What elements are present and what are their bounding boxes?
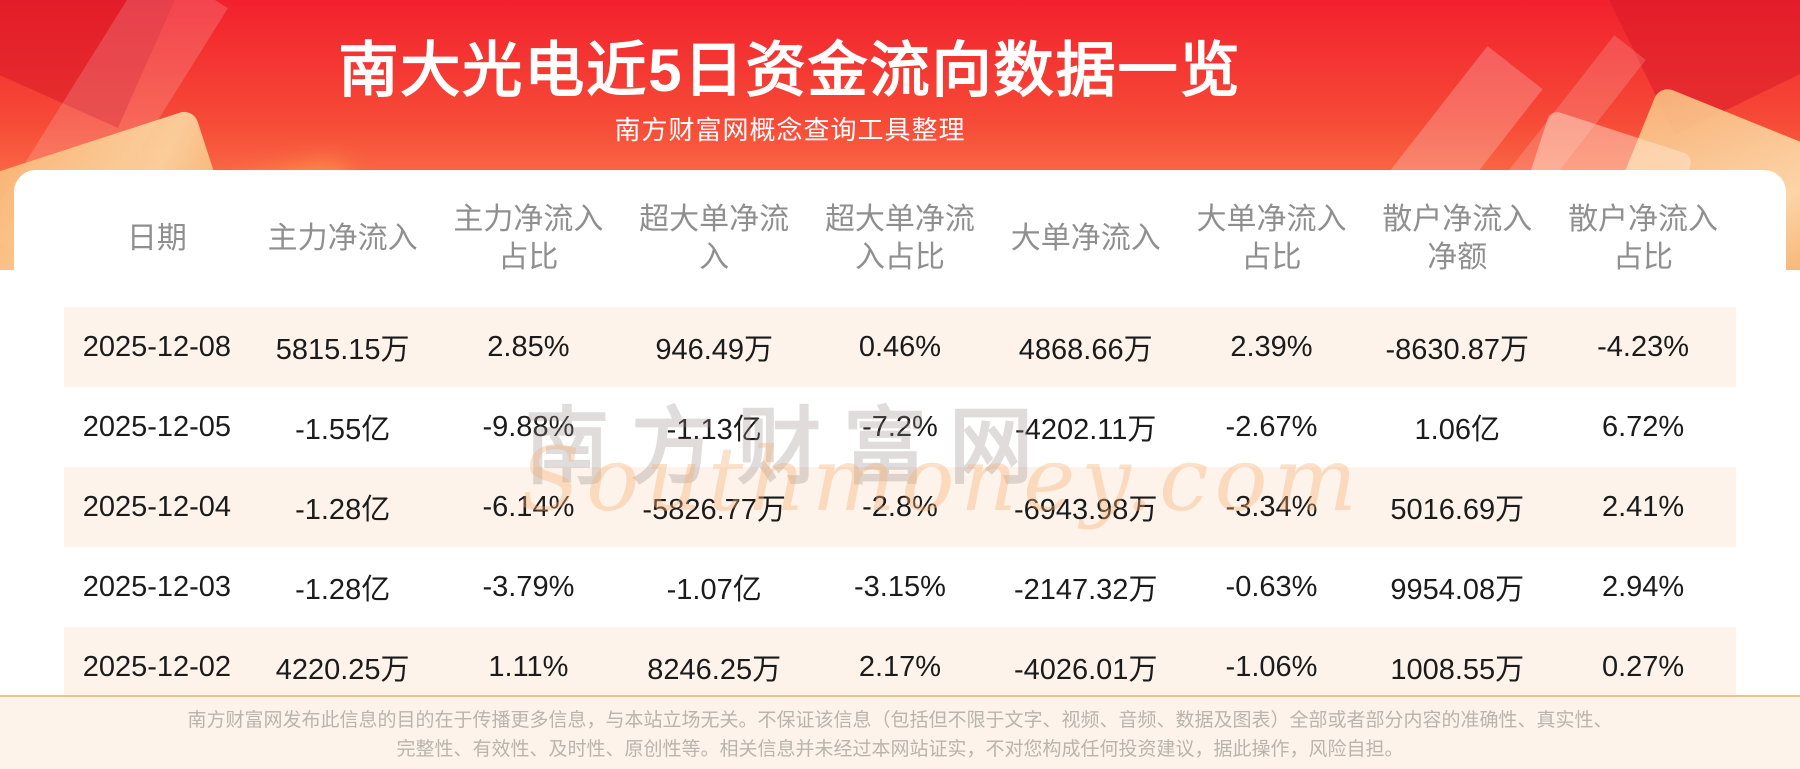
- value-cell: 946.49万: [655, 334, 774, 366]
- table-row: 2025-12-05 -1.55亿 -9.88% -1.13亿 -7.2% -4202.1…: [64, 387, 1736, 467]
- value-cell: -7.2%: [862, 410, 938, 443]
- value-cell: 6.72%: [1601, 410, 1685, 443]
- value-cell: -8630.87万: [1385, 334, 1529, 366]
- value-cell: 8246.25万: [647, 654, 782, 686]
- value-cell: 0.46%: [858, 330, 942, 363]
- value-cell: -6.14%: [482, 490, 575, 523]
- value-cell: -3.79%: [482, 570, 575, 603]
- column-header: 大单净流入: [1010, 221, 1161, 255]
- table-row: 2025-12-02 4220.25万 1.11% 8246.25万 2.17% -402…: [64, 627, 1736, 695]
- value-cell: -4026.01万: [1013, 654, 1158, 686]
- table-row: 2025-12-08 5815.15万 2.85% 946.49万 0.46% 4868.…: [64, 307, 1736, 387]
- value-cell: 1008.55万: [1390, 654, 1525, 686]
- value-cell: -4202.11万: [1015, 414, 1157, 446]
- value-cell: 2.39%: [1230, 330, 1313, 363]
- value-cell: 4868.66万: [1018, 334, 1153, 366]
- value-cell: -1.55亿: [295, 414, 391, 446]
- data-table-card: 日期 主力净流入 主力净流入 占比 超大单净流 入超大单净流 入占比 大单净流入 大单净流…: [14, 170, 1786, 695]
- value-cell: 9954.08万: [1390, 574, 1525, 606]
- table-header-row: 日期 主力净流入 主力净流入 占比 超大单净流 入超大单净流 入占比 大单净流入 大单净流…: [64, 170, 1736, 307]
- column-header: 日期: [126, 221, 187, 255]
- value-cell: 1.11%: [488, 650, 569, 683]
- column-header: 超大单净流 入占比: [824, 203, 975, 274]
- value-cell: -5826.77万: [642, 494, 786, 526]
- column-header: 主力净流入: [267, 221, 418, 255]
- date-cell: 2025-12-08: [82, 330, 232, 363]
- date-cell: 2025-12-05: [82, 410, 232, 443]
- value-cell: -2.8%: [862, 490, 938, 523]
- column-header: 主力净流入 占比: [453, 203, 604, 274]
- value-cell: -9.88%: [482, 410, 575, 443]
- table-row: 2025-12-03 -1.28亿 -3.79% -1.07亿 -3.15% -2147.…: [64, 547, 1736, 627]
- table-row: 2025-12-04 -1.28亿 -6.14% -5826.77万 -2.8% -694…: [64, 467, 1736, 547]
- disclaimer-line-1: 南方财富网发布此信息的目的在于传播更多信息，与本站立场无关。不保证该信息（包括但…: [187, 710, 1613, 731]
- value-cell: 4220.25万: [275, 654, 410, 686]
- value-cell: -0.63%: [1225, 570, 1318, 603]
- value-cell: -3.15%: [854, 570, 946, 603]
- value-cell: -3.34%: [1225, 490, 1318, 523]
- decor-red-ribbon-top-right: [1609, 0, 1800, 136]
- value-cell: -1.13亿: [666, 414, 762, 446]
- value-cell: -1.28亿: [295, 494, 391, 526]
- value-cell: -1.28亿: [295, 574, 391, 606]
- value-cell: 2.85%: [487, 330, 570, 363]
- value-cell: 2.17%: [858, 650, 942, 683]
- value-cell: 0.27%: [1601, 650, 1685, 683]
- value-cell: 5016.69万: [1390, 494, 1525, 526]
- value-cell: 1.06亿: [1414, 414, 1500, 446]
- value-cell: -4.23%: [1597, 330, 1689, 363]
- date-cell: 2025-12-02: [82, 650, 232, 683]
- value-cell: 2.41%: [1601, 490, 1685, 523]
- value-cell: -1.06%: [1225, 650, 1318, 683]
- page-subtitle: 南方财富网概念查询工具整理: [614, 115, 966, 145]
- disclaimer-line-2: 完整性、有效性、及时性、原创性等。相关信息并未经过本网站证实，不对您构成任何投资…: [396, 739, 1404, 760]
- value-cell: -6943.98万: [1013, 494, 1158, 526]
- column-header: 散户净流入 净额: [1382, 203, 1533, 274]
- value-cell: -1.07亿: [666, 574, 762, 606]
- page-title: 南大光电近5日资金流向数据一览: [338, 37, 1242, 104]
- column-header: 超大单净流 入: [639, 203, 790, 274]
- disclaimer-footer: 南方财富网发布此信息的目的在于传播更多信息，与本站立场无关。不保证该信息（包括但…: [0, 695, 1800, 769]
- date-cell: 2025-12-03: [82, 570, 232, 603]
- column-header: 散户净流入 占比: [1568, 203, 1719, 274]
- column-header: 大单净流入 占比: [1196, 203, 1347, 274]
- value-cell: -2.67%: [1225, 410, 1318, 443]
- value-cell: 2.94%: [1601, 570, 1685, 603]
- fund-flow-table: 日期 主力净流入 主力净流入 占比 超大单净流 入超大单净流 入占比 大单净流入 大单净流…: [64, 170, 1736, 695]
- date-cell: 2025-12-04: [82, 490, 232, 523]
- value-cell: -2147.32万: [1013, 574, 1158, 606]
- value-cell: 5815.15万: [275, 334, 410, 366]
